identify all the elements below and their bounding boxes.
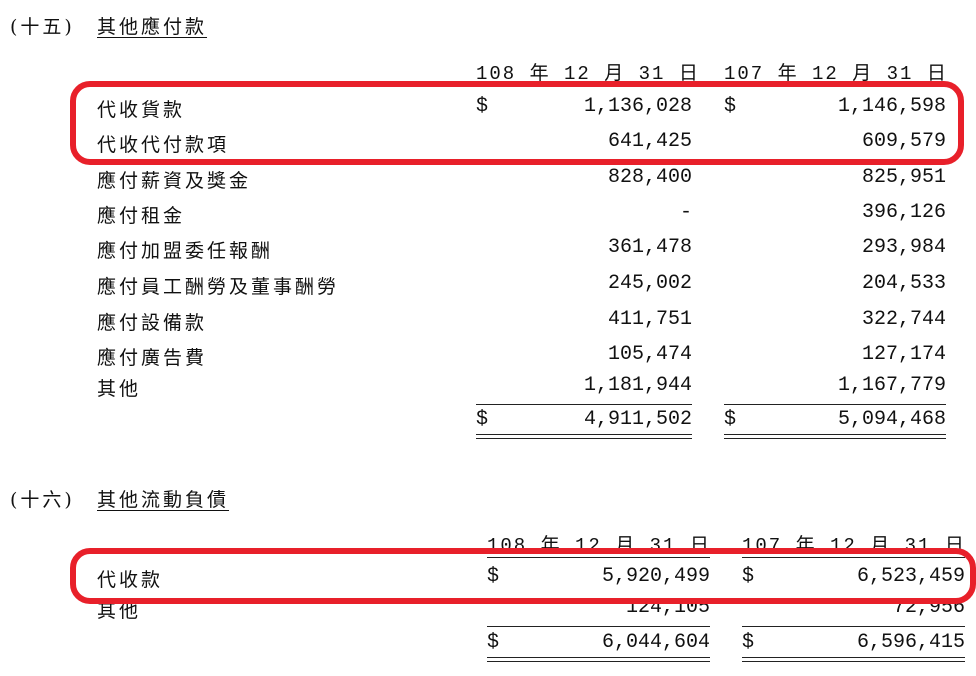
value-2018: 609,579 bbox=[861, 130, 946, 153]
currency-symbol: $ bbox=[487, 565, 500, 588]
row-label: 應付設備款 bbox=[97, 312, 208, 334]
value-2019: 245,002 bbox=[607, 272, 692, 295]
subtotal-line bbox=[476, 404, 692, 405]
value-2018: 825,951 bbox=[861, 166, 946, 189]
subtotal-line bbox=[742, 626, 965, 627]
value-2019: - bbox=[679, 201, 692, 224]
row-label: 其他 bbox=[97, 600, 142, 622]
value-2018: 396,126 bbox=[861, 201, 946, 224]
subtotal-line bbox=[724, 404, 946, 405]
value-2019: 641,425 bbox=[607, 130, 692, 153]
value-2018: 293,984 bbox=[861, 236, 946, 259]
highlight-box-collections bbox=[70, 548, 976, 604]
value-2019: 105,474 bbox=[607, 343, 692, 366]
row-label: 應付加盟委任報酬 bbox=[97, 240, 274, 262]
section-number: (十五) bbox=[10, 16, 75, 38]
row-label: 應付租金 bbox=[97, 205, 186, 227]
currency-symbol: $ bbox=[724, 95, 737, 118]
highlight-box-payables bbox=[70, 81, 964, 165]
value-2018: 1,146,598 bbox=[837, 95, 946, 118]
section-number: (十六) bbox=[10, 489, 75, 511]
total-2018: 6,596,415 bbox=[856, 631, 965, 654]
currency-symbol: $ bbox=[476, 95, 489, 118]
value-2019: 1,136,028 bbox=[583, 95, 692, 118]
section-title: 其他流動負債 bbox=[97, 489, 230, 511]
value-2018: 6,523,459 bbox=[856, 565, 965, 588]
section-title: 其他應付款 bbox=[97, 16, 208, 38]
value-2019: 1,181,944 bbox=[583, 374, 692, 397]
value-2018: 204,533 bbox=[861, 272, 946, 295]
currency-symbol: $ bbox=[742, 631, 755, 654]
currency-symbol: $ bbox=[742, 565, 755, 588]
row-label: 其他 bbox=[97, 378, 142, 400]
total-double-line bbox=[724, 434, 946, 439]
value-2019: 5,920,499 bbox=[601, 565, 710, 588]
total-double-line bbox=[476, 434, 692, 439]
value-2018: 1,167,779 bbox=[837, 374, 946, 397]
currency-symbol: $ bbox=[487, 631, 500, 654]
value-2019: 828,400 bbox=[607, 166, 692, 189]
currency-symbol: $ bbox=[476, 408, 489, 431]
row-label: 應付員工酬勞及董事酬勞 bbox=[97, 276, 340, 298]
subtotal-line bbox=[487, 626, 710, 627]
row-label: 代收代付款項 bbox=[97, 134, 230, 156]
total-2018: 5,094,468 bbox=[837, 408, 946, 431]
value-2018: 322,744 bbox=[861, 308, 946, 331]
total-2019: 6,044,604 bbox=[601, 631, 710, 654]
total-2019: 4,911,502 bbox=[583, 408, 692, 431]
value-2019: 361,478 bbox=[607, 236, 692, 259]
row-label: 代收貨款 bbox=[97, 99, 186, 121]
value-2019: 411,751 bbox=[607, 308, 692, 331]
currency-symbol: $ bbox=[724, 408, 737, 431]
row-label: 應付廣告費 bbox=[97, 347, 208, 369]
total-double-line bbox=[487, 657, 710, 662]
row-label: 應付薪資及獎金 bbox=[97, 170, 252, 192]
value-2018: 127,174 bbox=[861, 343, 946, 366]
total-double-line bbox=[742, 657, 965, 662]
row-label: 代收款 bbox=[97, 569, 164, 591]
